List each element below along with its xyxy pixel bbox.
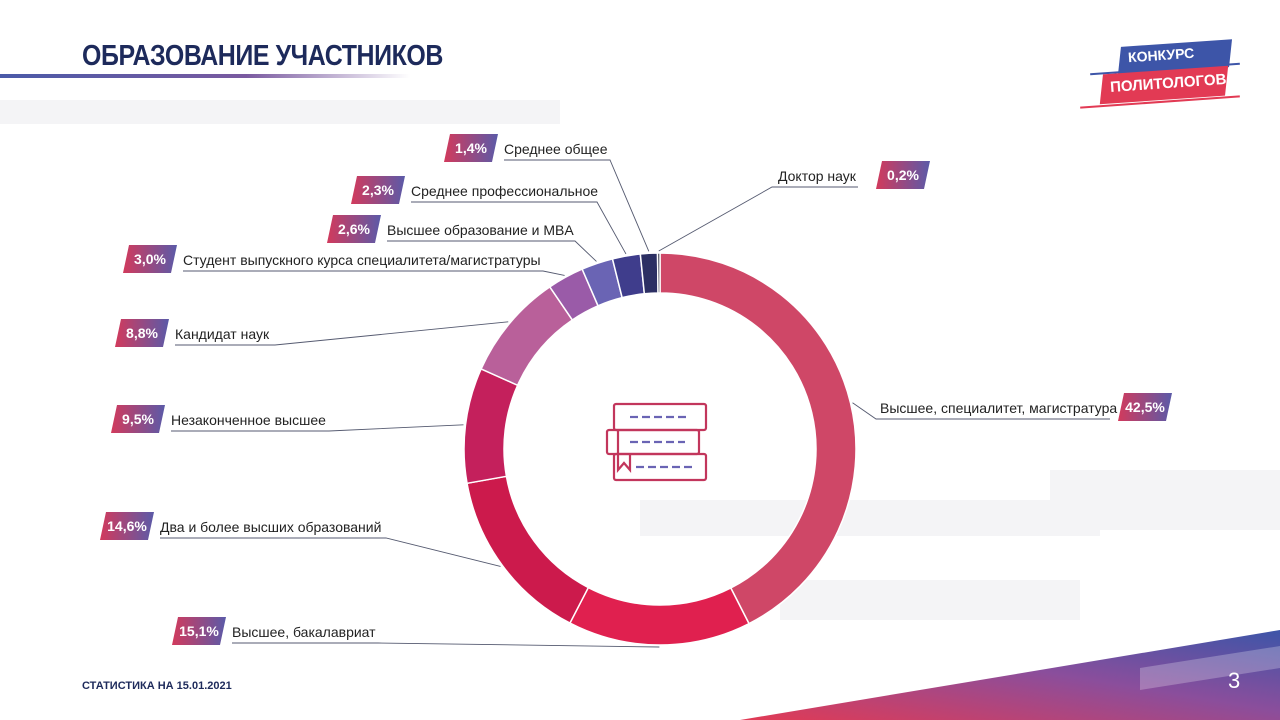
leader-line bbox=[232, 642, 660, 648]
background-stripe bbox=[780, 580, 1080, 620]
page-title: ОБРАЗОВАНИЕ УЧАСТНИКОВ bbox=[82, 40, 443, 72]
percent-value: 0,2% bbox=[887, 167, 919, 183]
leader-line bbox=[175, 321, 509, 346]
leader-line bbox=[160, 537, 501, 567]
percent-badge bbox=[1118, 393, 1172, 421]
leader-line bbox=[387, 240, 597, 262]
percent-value: 3,0% bbox=[134, 251, 166, 267]
donut-slice bbox=[639, 252, 659, 295]
donut-slice bbox=[659, 252, 857, 625]
donut-slice bbox=[463, 367, 519, 485]
leader-line bbox=[183, 270, 565, 276]
percent-badge bbox=[100, 512, 154, 540]
leader-line bbox=[171, 424, 464, 432]
slice-label: Среднее профессиональное bbox=[411, 183, 598, 199]
percent-badge bbox=[111, 405, 165, 433]
percent-value: 42,5% bbox=[1125, 399, 1165, 415]
donut-slice bbox=[656, 252, 661, 294]
slice-label: Высшее, специалитет, магистратура bbox=[880, 400, 1117, 416]
percent-value: 1,4% bbox=[455, 140, 487, 156]
corner-decoration bbox=[740, 630, 1280, 720]
leader-line bbox=[852, 402, 1110, 420]
slice-label: Доктор наук bbox=[778, 168, 857, 184]
leader-line bbox=[504, 159, 650, 252]
title-underline bbox=[0, 74, 410, 78]
donut-slice bbox=[466, 475, 590, 625]
slice-label: Среднее общее bbox=[504, 141, 608, 157]
slice-label: Два и более высших образований bbox=[160, 519, 381, 535]
percent-value: 2,3% bbox=[362, 182, 394, 198]
books-icon bbox=[605, 402, 708, 482]
percent-badge bbox=[172, 617, 226, 645]
percent-value: 2,6% bbox=[338, 221, 370, 237]
percent-badge bbox=[327, 215, 381, 243]
percent-value: 8,8% bbox=[126, 325, 158, 341]
donut-slice bbox=[480, 285, 574, 387]
percent-value: 14,6% bbox=[107, 518, 147, 534]
leader-line bbox=[411, 201, 627, 255]
percent-badge bbox=[351, 176, 405, 204]
slice-label: Незаконченное высшее bbox=[171, 412, 326, 428]
percent-badge bbox=[444, 134, 498, 162]
slice-label: Кандидат наук bbox=[175, 326, 270, 342]
background-stripe bbox=[0, 100, 560, 124]
percent-badge bbox=[115, 319, 169, 347]
leader-line bbox=[658, 186, 858, 252]
slice-label: Студент выпускного курса специалитета/ма… bbox=[183, 252, 541, 268]
background-stripe bbox=[640, 500, 1100, 536]
percent-badge bbox=[876, 161, 930, 189]
percent-value: 15,1% bbox=[179, 623, 219, 639]
slice-label: Высшее образование и MBA bbox=[387, 222, 574, 238]
footer-note: СТАТИСТИКА НА 15.01.2021 bbox=[82, 680, 232, 692]
page-number: 3 bbox=[1228, 668, 1241, 693]
percent-badge bbox=[123, 245, 177, 273]
slice-label: Высшее, бакалавриат bbox=[232, 624, 376, 640]
percent-value: 9,5% bbox=[122, 411, 154, 427]
background-stripe bbox=[1050, 470, 1280, 530]
donut-slice bbox=[568, 586, 750, 646]
